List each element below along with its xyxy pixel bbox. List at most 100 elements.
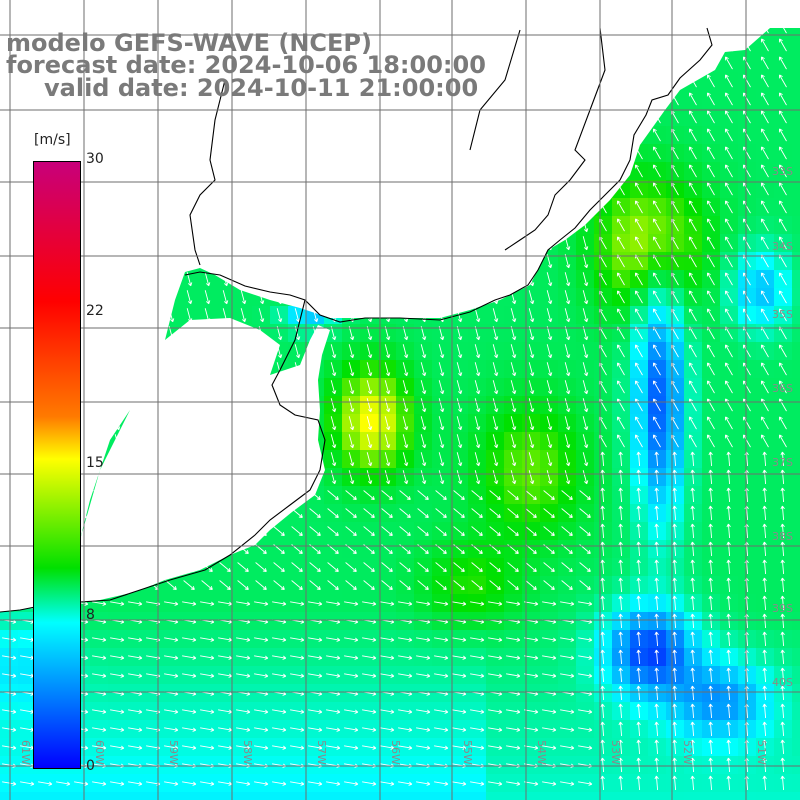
wind-arrow (2, 745, 17, 750)
wind-arrow (453, 580, 465, 590)
wind-arrow (236, 673, 251, 678)
wind-arrow (561, 508, 573, 518)
wind-arrow (326, 781, 341, 786)
wind-arrow (561, 490, 573, 500)
wind-arrow (618, 775, 623, 791)
wind-arrow (726, 541, 731, 557)
longitude-labels: 61W 60W 59W 58W 57W 56W 55W 54W 53W 52W 51W (19, 740, 768, 765)
wind-arrow (326, 745, 341, 750)
wind-arrow (308, 637, 323, 642)
wind-arrow (708, 541, 713, 557)
wind-arrow (708, 613, 713, 629)
wind-arrow (236, 781, 251, 786)
wind-arrow (381, 526, 393, 536)
wind-cell (792, 450, 800, 468)
wind-arrow (706, 200, 715, 214)
wind-arrow (724, 344, 733, 358)
wind-arrow (778, 110, 787, 124)
wind-arrow (488, 601, 503, 606)
wind-arrow (510, 416, 517, 431)
wind-arrow (616, 272, 625, 286)
wind-arrow (272, 673, 287, 678)
wind-arrow (308, 781, 323, 786)
wind-arrow (222, 290, 229, 305)
latitude-label: 39S (772, 602, 793, 615)
wind-arrow (652, 236, 661, 250)
wind-arrow (780, 559, 785, 575)
wind-arrow (708, 757, 713, 773)
wind-arrow (564, 380, 571, 395)
wind-cell (36, 792, 54, 800)
wind-arrow (690, 487, 695, 503)
wind-arrow (618, 757, 623, 773)
wind-arrow (363, 508, 375, 518)
wind-arrow (327, 490, 339, 500)
wind-arrow (688, 236, 697, 250)
wind-arrow (182, 781, 197, 786)
wind-arrow (690, 613, 695, 629)
wind-arrow (706, 182, 715, 196)
wind-arrow (690, 451, 695, 467)
wind-arrow (528, 290, 535, 305)
wind-arrow (652, 200, 661, 214)
longitude-label: 57W (315, 740, 328, 765)
wind-arrow (652, 416, 661, 430)
wind-arrow (326, 673, 341, 678)
wind-arrow (600, 631, 605, 647)
wind-arrow (618, 577, 623, 593)
wind-arrow (578, 727, 593, 732)
wind-arrow (726, 523, 731, 539)
wind-arrow (780, 721, 785, 737)
wind-cell (126, 792, 144, 800)
wind-arrow (528, 380, 535, 395)
wind-arrow (128, 655, 143, 660)
wind-arrow (110, 655, 125, 660)
wind-arrow (200, 637, 215, 642)
wind-arrow (492, 398, 499, 413)
wind-arrow (724, 92, 733, 106)
wind-arrow (688, 200, 697, 214)
wind-arrow (690, 523, 695, 539)
wind-arrow (560, 745, 575, 750)
wind-arrow (706, 218, 715, 232)
wind-arrow (726, 577, 731, 593)
wind-cell (666, 792, 684, 800)
wind-arrow (488, 673, 503, 678)
wind-arrow (488, 781, 503, 786)
wind-arrow (110, 781, 125, 786)
wind-arrow (453, 490, 465, 500)
wind-arrow (470, 601, 485, 606)
wind-cell (792, 630, 800, 648)
wind-arrow (348, 416, 355, 431)
wind-arrow (760, 128, 769, 142)
wind-arrow (453, 562, 465, 572)
wind-arrow (327, 580, 339, 590)
wind-arrow (708, 577, 713, 593)
wind-arrow (780, 595, 785, 611)
wind-arrow (760, 92, 769, 106)
wind-arrow (760, 74, 769, 88)
wind-arrow (636, 757, 641, 773)
wind-arrow (600, 703, 605, 719)
wind-arrow (564, 362, 571, 377)
wind-arrow (452, 709, 467, 714)
wind-arrow (290, 727, 305, 732)
wind-arrow (273, 526, 285, 536)
wind-arrow (348, 362, 355, 377)
wind-arrow (384, 362, 391, 377)
wind-arrow (762, 757, 767, 773)
wind-arrow (579, 526, 591, 536)
wind-arrow (724, 380, 733, 394)
wind-arrow (780, 505, 785, 521)
wind-arrow (600, 667, 605, 683)
wind-arrow (634, 272, 643, 286)
wind-arrow (366, 344, 373, 359)
wind-arrow (452, 781, 467, 786)
wind-arrow (578, 601, 593, 606)
wind-arrow (564, 308, 571, 323)
wind-arrow (380, 601, 395, 606)
wind-arrow (542, 673, 557, 678)
wind-arrow (542, 601, 557, 606)
wind-arrow (510, 452, 517, 467)
